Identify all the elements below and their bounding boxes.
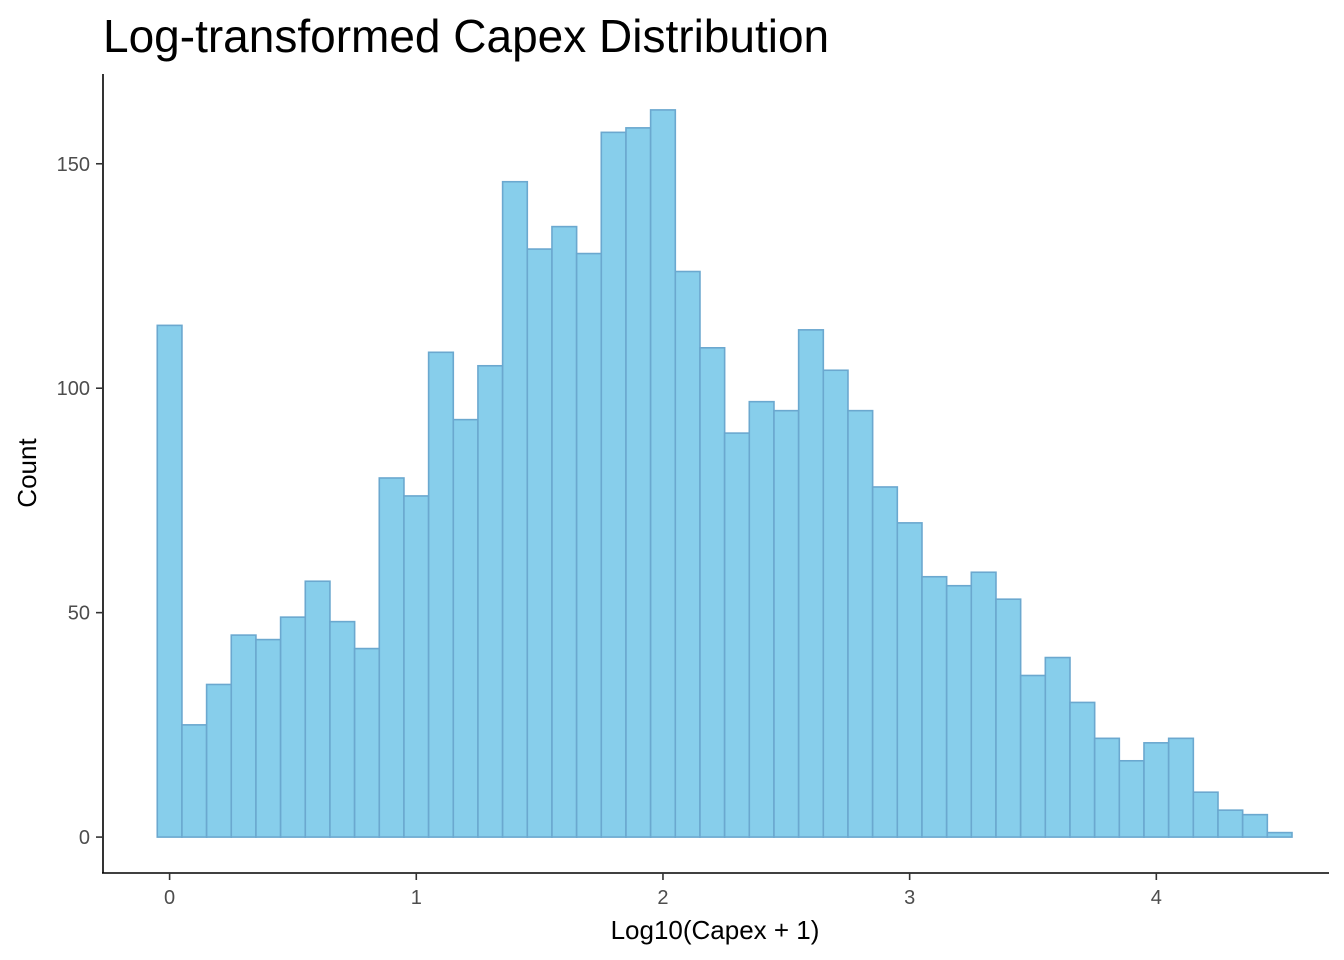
x-tick-label: 4 [1151, 887, 1162, 909]
histogram-bar [822, 369, 849, 838]
histogram-bar [970, 571, 997, 838]
histogram-bar [501, 180, 529, 838]
x-axis-ticks: 0 1 2 3 4 [164, 873, 1162, 909]
histogram-bar [896, 522, 923, 838]
histogram-bar [1044, 656, 1071, 838]
histogram-bar [945, 584, 973, 838]
histogram-bar [403, 495, 430, 838]
x-tick-label: 0 [164, 887, 175, 909]
histogram-bar [526, 248, 553, 838]
histogram-bar [452, 418, 479, 838]
histogram-bar [575, 252, 603, 838]
histogram-bar [773, 409, 800, 838]
histogram-bar [230, 634, 257, 838]
histogram-bar [797, 329, 825, 838]
histogram-bar [304, 580, 331, 838]
histogram-bar [995, 598, 1022, 838]
y-tick-label: 0 [79, 827, 90, 849]
y-tick-label: 50 [68, 603, 90, 625]
histogram-bar [649, 109, 677, 838]
x-axis-label: Log10(Capex + 1) [611, 915, 820, 945]
histogram-bar [1266, 831, 1293, 838]
histogram-bar [1093, 737, 1121, 838]
y-tick-label: 150 [57, 154, 90, 176]
histogram-bar [871, 486, 899, 838]
histogram-bar [551, 225, 578, 838]
x-tick-label: 3 [904, 887, 915, 909]
histogram-bar [625, 127, 652, 838]
x-tick-label: 1 [411, 887, 422, 909]
histogram-bar [279, 616, 307, 838]
histogram-bar [1118, 759, 1145, 838]
histogram-bar [205, 683, 233, 838]
histogram-bar [156, 324, 183, 838]
histogram-bar [600, 131, 627, 838]
histogram-bar [1069, 701, 1096, 838]
y-axis-ticks: 0 50 100 150 [57, 154, 103, 849]
histogram-bar [1241, 813, 1269, 838]
y-tick-label: 100 [57, 378, 90, 400]
histogram-bar [427, 351, 455, 838]
histogram-bar [329, 620, 356, 838]
histogram-bar [847, 409, 874, 838]
histogram-bar [674, 270, 701, 838]
x-tick-label: 2 [657, 887, 668, 909]
histogram-bar [921, 575, 948, 838]
histogram-bar [181, 724, 208, 838]
histogram-bar [748, 400, 775, 838]
histogram-bar [378, 477, 405, 838]
bars-group [156, 109, 1293, 838]
histogram-bar [1167, 737, 1195, 838]
histogram-bar [353, 647, 381, 838]
histogram-bar [1019, 674, 1047, 838]
histogram-bar [723, 432, 751, 838]
histogram-bar [699, 347, 726, 838]
chart-title: Log-transformed Capex Distribution [103, 10, 829, 62]
histogram-bar [1217, 809, 1244, 838]
histogram-bar [477, 364, 504, 838]
y-axis-label: Count [12, 438, 42, 508]
histogram-bar [1192, 791, 1219, 838]
histogram-bar [1143, 742, 1170, 838]
histogram-bar [255, 638, 282, 838]
